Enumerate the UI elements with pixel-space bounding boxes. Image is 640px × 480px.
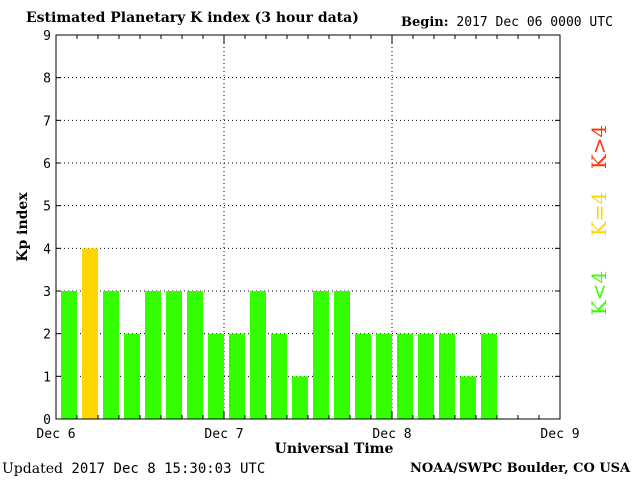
updated-value: 2017 Dec 8 15:30:03 UTC [71,461,266,477]
kp-bar [250,291,266,419]
kp-bar [61,291,77,419]
legend-label: K=4 [587,192,611,236]
kp-bar [82,248,98,419]
x-axis-label: Universal Time [275,441,394,457]
kp-bar [292,376,308,419]
y-tick-label: 9 [43,29,51,44]
x-tick-label: Dec 9 [540,427,579,442]
y-tick-label: 2 [43,328,51,343]
chart-title: Estimated Planetary K index (3 hour data… [26,10,359,26]
begin-value: 2017 Dec 06 0000 UTC [456,15,613,30]
updated-info: Updated 2017 Dec 8 15:30:03 UTC [2,461,265,477]
kp-bar [313,291,329,419]
y-tick-label: 5 [43,200,51,215]
kp-bar [439,333,455,419]
legend-label: K>4 [587,125,611,169]
x-tick-label: Dec 6 [36,427,75,442]
kp-bar [166,291,182,419]
kp-bar [460,376,476,419]
kp-bar [229,333,245,419]
y-tick-label: 6 [43,157,51,172]
kp-bar [355,333,371,419]
updated-label: Updated [2,461,63,477]
y-axis-label: Kp index [15,192,31,262]
y-tick-label: 7 [43,114,51,129]
kp-bar [208,333,224,419]
kp-bar [397,333,413,419]
begin-label: Begin: [401,15,449,30]
y-tick-label: 0 [43,413,51,428]
x-tick-label: Dec 8 [372,427,411,442]
legend-label: K<4 [587,271,611,315]
kp-bar [124,333,140,419]
y-tick-label: 4 [43,242,51,257]
kp-bar [334,291,350,419]
kp-bar [481,333,497,419]
kp-bar [145,291,161,419]
x-tick-label: Dec 7 [204,427,243,442]
credit-text: NOAA/SWPC Boulder, CO USA [410,461,631,476]
y-tick-label: 1 [43,370,51,385]
y-tick-label: 3 [43,285,51,300]
y-tick-label: 8 [43,72,51,87]
kp-bar [103,291,119,419]
begin-info: Begin: 2017 Dec 06 0000 UTC [401,15,613,30]
kp-bar [187,291,203,419]
kp-bar [271,333,287,419]
kp-bar [376,333,392,419]
kp-bar [418,333,434,419]
